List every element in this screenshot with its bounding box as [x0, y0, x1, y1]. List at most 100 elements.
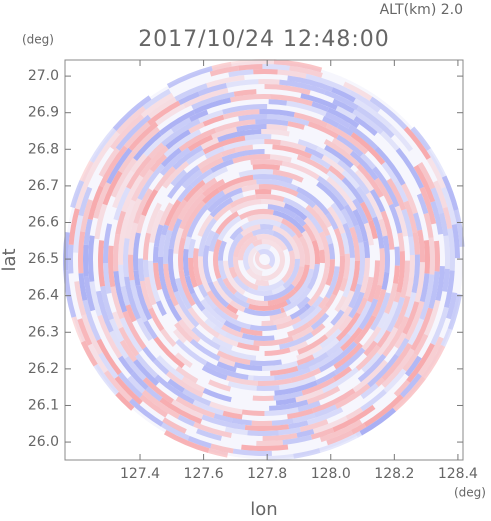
echo-cell [282, 197, 315, 221]
echo-cell [234, 144, 254, 153]
echo-cell [113, 271, 128, 313]
echo-cell [133, 359, 160, 386]
echo-cell [310, 427, 335, 440]
echo-cell [388, 203, 403, 234]
echo-cell [413, 212, 423, 231]
echo-cell [330, 309, 345, 326]
echo-cell [108, 245, 116, 288]
echo-cell [352, 359, 388, 393]
echo-cell [381, 342, 413, 381]
echo-cell [133, 126, 161, 154]
echo-cell [178, 128, 217, 152]
echo-cell [257, 249, 275, 268]
echo-cell [145, 386, 163, 402]
echo-cell [89, 131, 120, 174]
echo-cell [255, 300, 269, 306]
echo-cell [321, 367, 359, 394]
echo-cell [322, 116, 340, 128]
echo-cell [348, 124, 379, 150]
echo-cell [261, 199, 286, 208]
y-tick-label: 26.2 [28, 361, 59, 377]
echo-cell [256, 179, 299, 192]
echo-cell [153, 246, 159, 263]
echo-cell [296, 344, 323, 361]
echo-cell [233, 290, 249, 303]
y-tick-label: 26.7 [28, 178, 59, 194]
echo-cell [183, 87, 229, 109]
echo-cell [187, 435, 212, 449]
echo-cell [218, 260, 228, 280]
echo-cell [430, 201, 444, 235]
echo-cell [325, 123, 334, 131]
echo-cell [343, 81, 373, 101]
echo-cell [433, 240, 441, 272]
echo-cell [110, 157, 138, 198]
echo-cell [168, 248, 179, 293]
echo-cell [417, 229, 425, 263]
echo-cell [218, 345, 257, 361]
echo-cell [227, 381, 257, 391]
echo-cell [330, 202, 348, 225]
echo-cell [174, 83, 208, 102]
echo-cell [178, 270, 196, 307]
echo-cell [358, 298, 379, 331]
echo-cell [359, 407, 397, 436]
echo-cell [272, 230, 294, 252]
echo-cell [332, 255, 346, 297]
echo-cell [310, 312, 330, 331]
echo-cell [377, 312, 389, 329]
echo-cell [433, 180, 448, 209]
echo-cell [384, 283, 398, 315]
echo-cell [205, 190, 226, 208]
echo-cell [143, 128, 174, 157]
echo-cell [214, 119, 256, 133]
echo-cell [293, 214, 307, 227]
echo-cell [264, 347, 291, 356]
echo-cell [289, 65, 323, 78]
echo-cell [207, 281, 230, 308]
echo-cell [133, 188, 153, 224]
echo-cell [319, 433, 358, 453]
echo-cell [356, 297, 368, 315]
echo-cell [348, 283, 362, 309]
echo-cell [407, 318, 425, 346]
echo-cell [339, 277, 348, 292]
echo-cell [74, 171, 94, 210]
echo-cell [417, 336, 444, 377]
echo-cell [193, 421, 232, 438]
echo-cell [264, 139, 281, 146]
echo-cell [334, 295, 347, 313]
echo-cell [160, 147, 182, 168]
echo-cell [248, 247, 263, 276]
echo-cell [419, 274, 435, 320]
echo-cell [158, 109, 196, 136]
echo-cell [222, 109, 260, 120]
echo-cell [289, 305, 308, 320]
echo-cell [221, 324, 244, 338]
echo-cell [337, 123, 354, 137]
echo-cell [117, 371, 143, 399]
echo-cell [148, 260, 161, 303]
echo-cell [264, 84, 311, 96]
echo-cell [343, 204, 359, 227]
echo-cell [122, 238, 130, 278]
echo-cell [319, 328, 342, 349]
echo-cell [190, 168, 213, 188]
echo-cell [103, 223, 113, 264]
echo-cell [112, 95, 152, 131]
echo-cell [447, 228, 455, 271]
echo-cell [233, 256, 259, 291]
echo-cell [275, 397, 297, 406]
echo-cell [116, 105, 146, 135]
echo-cell [266, 114, 310, 126]
echo-cell [356, 163, 384, 198]
echo-cell [170, 169, 188, 187]
echo-cell [281, 160, 320, 180]
echo-cell [369, 96, 408, 130]
echo-cell [153, 336, 185, 369]
echo-cell [163, 129, 202, 158]
echo-cell [325, 333, 352, 357]
echo-cell [288, 268, 315, 304]
echo-cell [292, 305, 322, 330]
echo-cell [374, 177, 394, 206]
